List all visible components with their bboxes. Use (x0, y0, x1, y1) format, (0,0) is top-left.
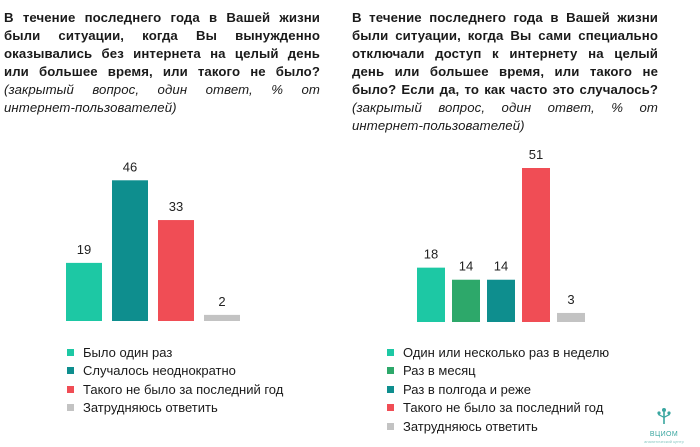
bar-5 (557, 312, 585, 322)
question-note: (закрытый вопрос, один ответ, % от интер… (4, 82, 320, 115)
legend-swatch (67, 385, 74, 393)
legend-item: Раз в полгода и реже (387, 380, 609, 399)
bar-3 (158, 220, 194, 321)
wciom-logo: ВЦИОМ аналитический центр (644, 406, 684, 444)
legend-item: Такого не было за последний год (67, 380, 283, 399)
legend-item: Затрудняюсь ответить (67, 399, 283, 418)
bar-value-label: 18 (424, 247, 438, 262)
bar-value-label: 33 (169, 199, 183, 214)
bar-4 (522, 168, 550, 322)
legend-label: Такого не было за последний год (83, 381, 284, 397)
bar-value-label: 2 (218, 294, 225, 309)
bar-value-label: 51 (529, 147, 543, 162)
legend-label: Затрудняюсь ответить (403, 418, 538, 434)
legend-right: Один или несколько раз в неделю Раз в мес… (387, 343, 609, 436)
question-note: (закрытый вопрос, один ответ, % от интер… (352, 100, 658, 133)
bar-1 (417, 267, 445, 322)
legend-label: Раз в полгода и реже (403, 381, 531, 397)
question-text: В течение последнего года в Вашей жизни … (352, 9, 658, 135)
question-text: В течение последнего года в Вашей жизни … (4, 9, 320, 117)
bar-4 (204, 314, 240, 321)
legend-label: Затрудняюсь ответить (83, 400, 218, 416)
legend-left: Было один раз Случалось неоднократно Таког… (67, 343, 283, 417)
legend-swatch (387, 385, 394, 393)
bar-value-label: 46 (123, 159, 137, 174)
logo-icon (657, 408, 671, 424)
legend-swatch (387, 348, 394, 356)
bar-2 (112, 180, 148, 321)
bar-value-label: 14 (494, 259, 508, 274)
bar-1 (66, 262, 102, 321)
legend-item: Такого не было за последний год (387, 399, 609, 418)
legend-item: Раз в месяц (387, 362, 609, 381)
question-main: В течение последнего года в Вашей жизни … (352, 10, 658, 97)
bar-2 (452, 279, 480, 322)
legend-label: Один или несколько раз в неделю (403, 344, 610, 360)
legend-swatch (387, 422, 394, 430)
legend-swatch (67, 348, 74, 356)
legend-swatch (67, 367, 74, 375)
logo-name: ВЦИОМ (649, 431, 679, 438)
legend-item: Затрудняюсь ответить (387, 417, 609, 436)
legend-item: Было один раз (67, 343, 283, 362)
legend-swatch (387, 367, 394, 375)
bar-chart-left: 19 46 33 2 (66, 159, 240, 321)
right-panel: В течение последнего года в Вашей жизни … (350, 0, 700, 447)
bar-value-label: 3 (567, 292, 574, 307)
legend-label: Раз в месяц (403, 363, 476, 379)
question-main: В течение последнего года в Вашей жизни … (4, 10, 320, 79)
bar-chart-right: 18 14 14 51 3 (417, 147, 585, 322)
bar-value-label: 19 (77, 242, 91, 257)
legend-label: Случалось неоднократно (83, 363, 236, 379)
legend-swatch (67, 404, 74, 412)
bar-value-label: 14 (459, 259, 473, 274)
left-panel: В течение последнего года в Вашей жизни … (4, 9, 320, 417)
legend-item: Один или несколько раз в неделю (387, 343, 609, 362)
logo-subtitle: аналитический центр (644, 439, 684, 444)
legend-swatch (387, 404, 394, 412)
legend-label: Такого не было за последний год (403, 400, 604, 416)
legend-item: Случалось неоднократно (67, 362, 283, 381)
legend-label: Было один раз (83, 344, 173, 360)
bar-3 (487, 279, 515, 322)
